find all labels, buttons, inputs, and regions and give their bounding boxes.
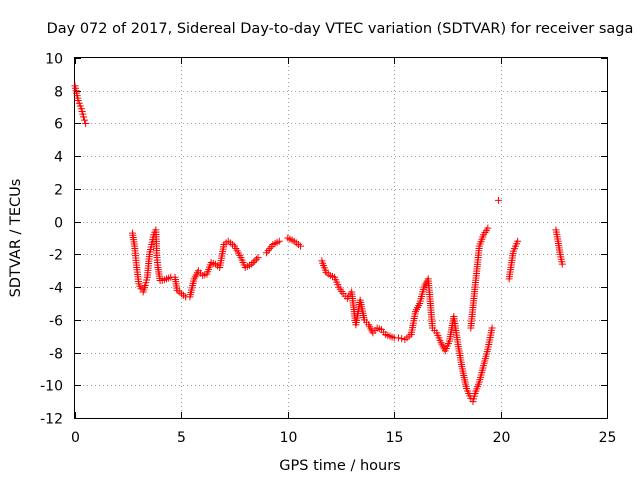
x-tick-labels: 0 5 10 15 20 25 bbox=[71, 430, 616, 446]
data-point bbox=[275, 237, 283, 245]
x-tick-label: 25 bbox=[599, 430, 617, 446]
y-tick-label: 2 bbox=[54, 183, 63, 199]
x-tick-label: 20 bbox=[493, 430, 511, 446]
data-point-fill bbox=[251, 257, 259, 265]
y-tick-label: 4 bbox=[54, 150, 63, 166]
y-tick-label: -12 bbox=[40, 412, 63, 428]
data-point-fill bbox=[252, 255, 260, 263]
data-point-fill bbox=[398, 335, 406, 343]
x-axis-label: GPS time / hours bbox=[279, 458, 400, 474]
y-tick-label: -8 bbox=[49, 347, 63, 363]
plot-frame bbox=[74, 57, 608, 419]
data-point bbox=[488, 324, 496, 332]
y-tick-label: -2 bbox=[49, 248, 63, 264]
data-point bbox=[297, 242, 305, 250]
x-tick-label: 5 bbox=[177, 430, 186, 446]
x-tick-label: 15 bbox=[386, 430, 404, 446]
data-point bbox=[254, 254, 262, 262]
data-point-fill bbox=[249, 259, 257, 267]
data-point bbox=[484, 224, 492, 232]
data-point bbox=[494, 196, 502, 204]
axis-ticks bbox=[75, 58, 608, 419]
y-tick-label: -6 bbox=[49, 314, 63, 330]
data-point bbox=[80, 113, 88, 121]
grid bbox=[75, 58, 607, 418]
y-axis-label: SDTVAR / TECUs bbox=[8, 179, 24, 298]
y-tick-labels: -12 -10 -8 -6 -4 -2 0 2 4 6 8 10 bbox=[40, 52, 63, 428]
data-points bbox=[71, 82, 566, 406]
y-tick-label: 0 bbox=[54, 216, 63, 232]
chart-title: Day 072 of 2017, Sidereal Day-to-day VTE… bbox=[47, 21, 634, 37]
y-tick-label: 10 bbox=[45, 52, 63, 68]
y-tick-label: -10 bbox=[40, 379, 63, 395]
y-tick-label: 6 bbox=[54, 117, 63, 133]
x-tick-label: 10 bbox=[280, 430, 298, 446]
data-point bbox=[81, 116, 89, 124]
data-point bbox=[82, 119, 90, 127]
data-point bbox=[248, 260, 256, 268]
y-tick-label: 8 bbox=[54, 85, 63, 101]
data-point bbox=[394, 334, 402, 342]
data-point bbox=[514, 237, 522, 245]
data-point bbox=[558, 260, 566, 268]
x-tick-label: 0 bbox=[71, 430, 80, 446]
y-tick-label: -4 bbox=[49, 281, 63, 297]
